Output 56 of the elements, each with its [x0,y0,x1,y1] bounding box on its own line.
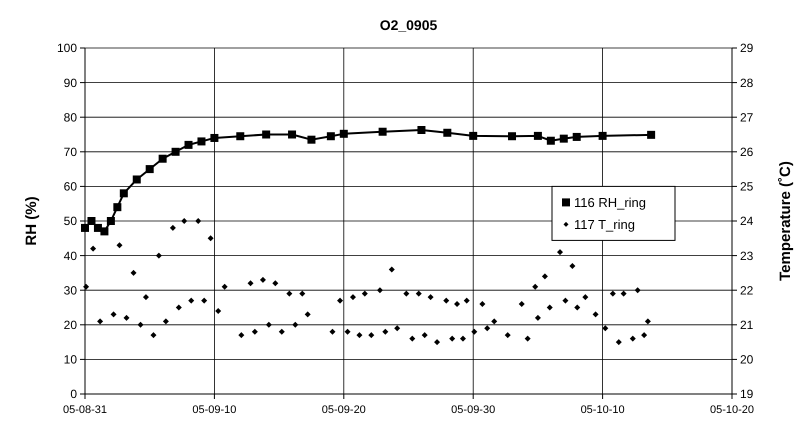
point [236,132,244,140]
point [560,134,568,143]
point [197,137,206,146]
x-tick-label: 05-08-31 [62,404,108,416]
point [288,130,296,138]
legend-label: 116 RH_ring [574,194,646,210]
point [184,140,193,149]
x-tick-label: 05-10-20 [710,404,754,416]
point [146,165,154,174]
legend-label: 117 T_ring [574,216,635,232]
y2-tick-label: 27 [740,110,754,124]
y2-axis-title: Temperature (˚C) [777,161,794,281]
y2-tick-label: 26 [740,145,754,159]
point [443,128,452,137]
y2-tick-label: 25 [740,180,754,194]
point [534,132,542,140]
y-tick-label: 60 [64,180,78,194]
y-tick-label: 0 [70,387,78,402]
y-tick-label: 10 [64,352,78,367]
x-tick-label: 05-09-20 [322,404,366,416]
point [120,189,128,198]
y2-tick-label: 28 [740,76,754,90]
y-tick-label: 80 [64,110,78,124]
y2-tick-label: 23 [740,248,754,263]
chart-title: O2_0905 [380,17,438,33]
y-tick-label: 90 [64,76,78,90]
point [469,132,478,140]
point [172,148,180,156]
x-tick-label: 05-10-10 [580,404,625,416]
y-tick-label: 30 [64,283,78,298]
point [417,126,426,134]
y-tick-label: 70 [64,145,78,159]
point [340,130,348,138]
y-tick-label: 20 [64,318,78,332]
y2-tick-label: 19 [740,387,754,402]
y2-tick-label: 24 [740,214,754,228]
y2-tick-label: 21 [740,318,754,332]
point [508,132,516,140]
point [546,136,555,145]
y2-tick-label: 22 [740,283,754,298]
point [378,128,387,136]
y2-tick-label: 20 [740,352,754,367]
y-axis-title: RH (%) [23,196,40,246]
point [262,130,270,138]
point [572,132,581,141]
y-tick-label: 40 [64,248,78,263]
point [326,132,335,140]
point [598,132,607,140]
point [210,134,218,142]
point [132,175,141,184]
x-tick-label: 05-09-10 [192,404,236,416]
y-tick-label: 100 [56,41,78,56]
point [158,154,167,163]
y2-tick-label: 29 [740,41,754,56]
y-tick-label: 50 [64,214,78,228]
x-tick-label: 05-09-30 [451,404,496,416]
